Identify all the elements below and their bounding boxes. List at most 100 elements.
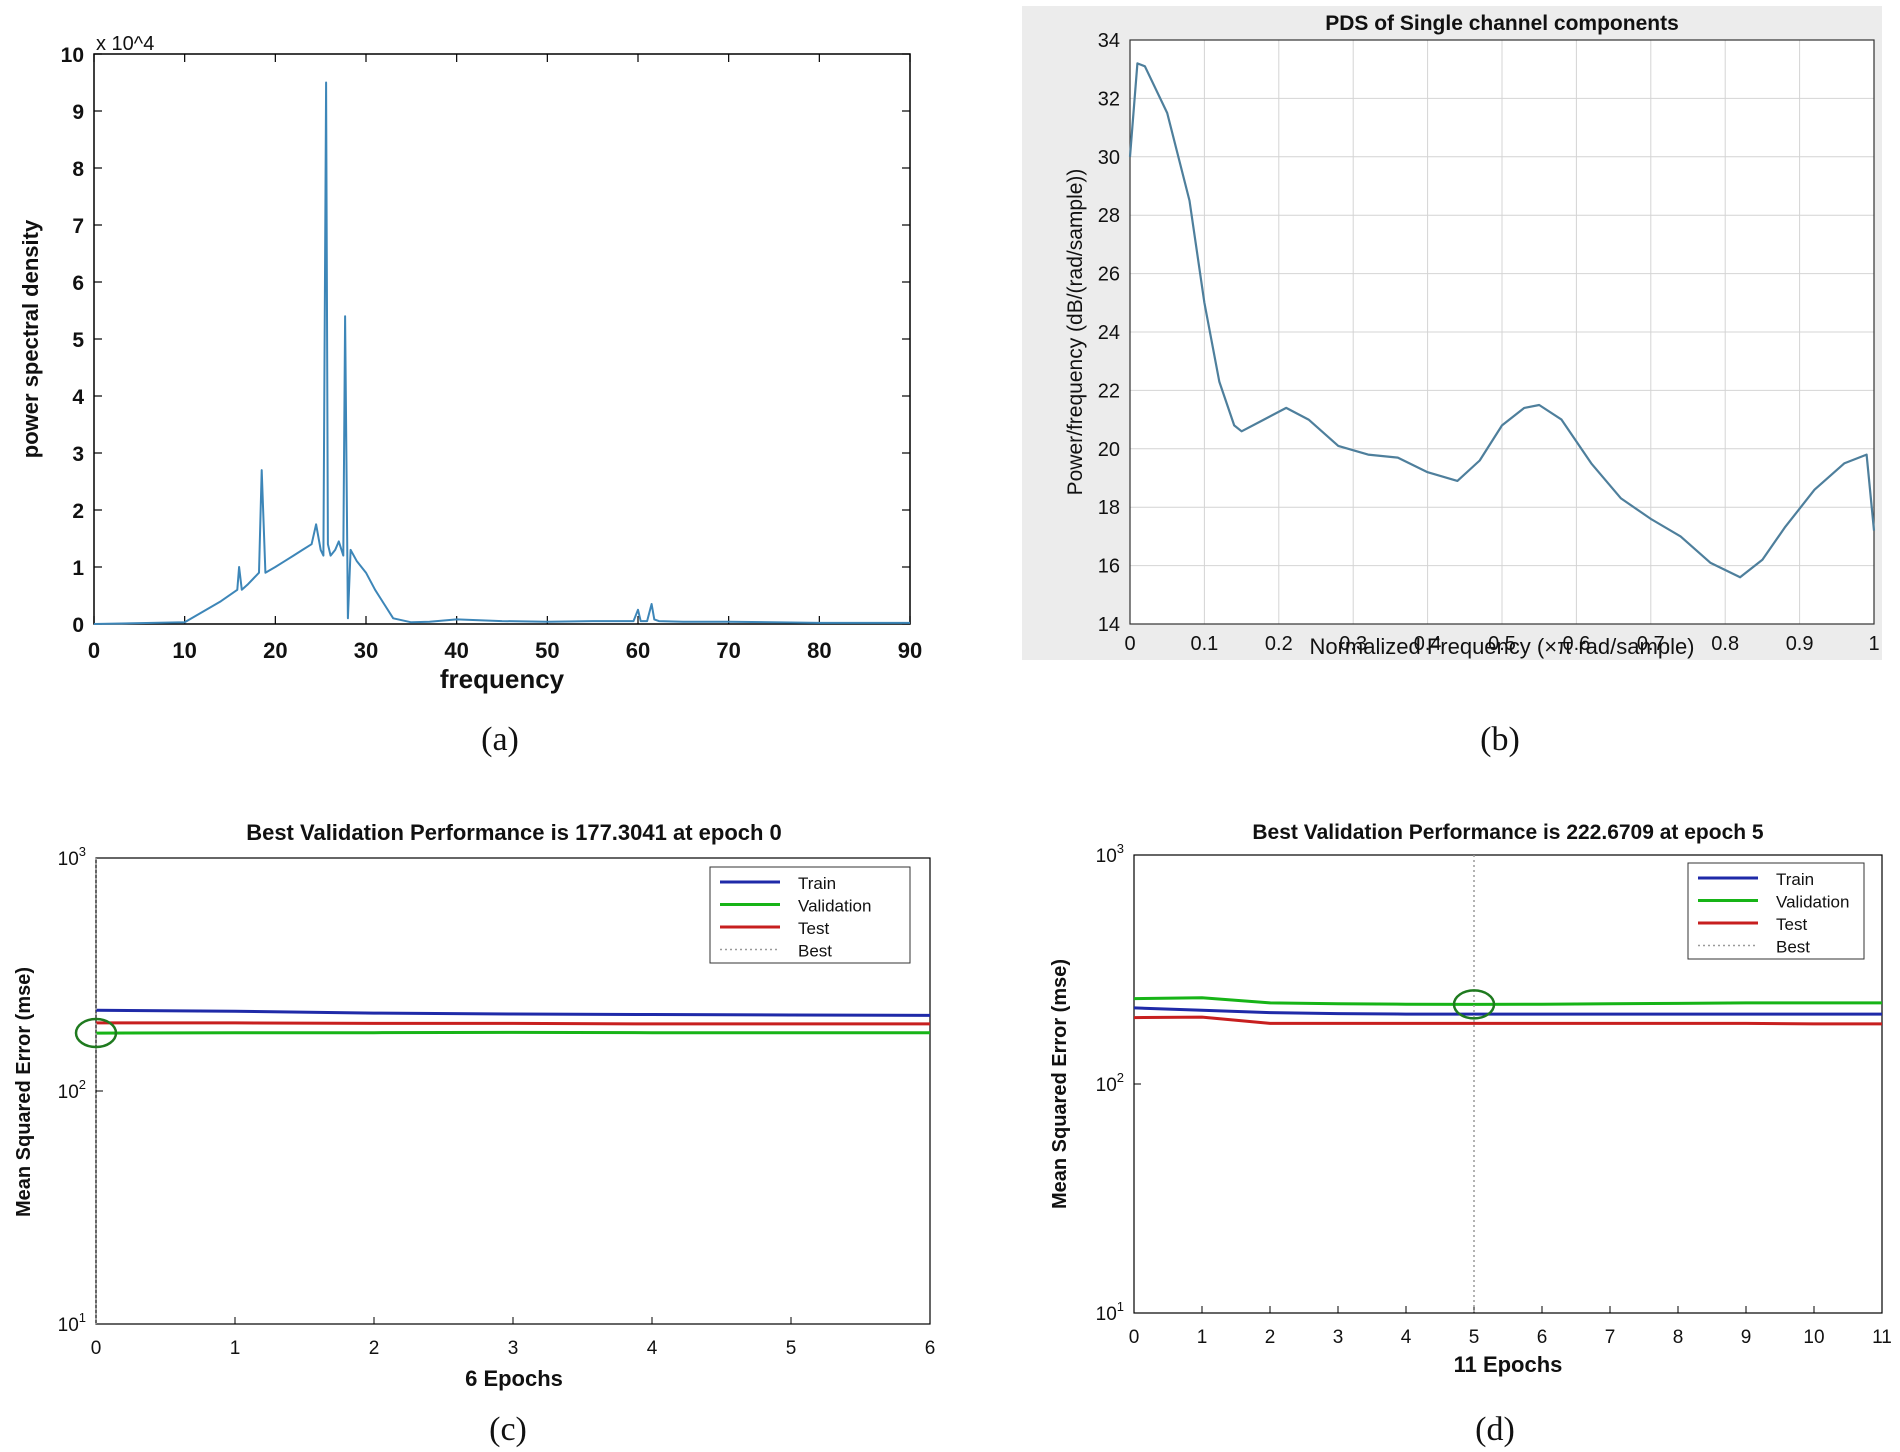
x-tick-label: 30 [354,638,378,663]
legend: Train Validation Test Best [1687,862,1865,960]
caption-d: (d) [1475,1411,1515,1448]
y-tick-label: 101 [1096,1299,1124,1325]
y-tick-label: 1 [72,557,84,580]
x-tick-label: 20 [263,638,287,663]
x-tick-label: 0 [91,1338,102,1359]
y-axis-label: Mean Squared Error (mse) [13,967,35,1217]
x-tick-label: 0 [1124,633,1135,655]
pds-line [1128,62,1876,579]
y-axis-label: Mean Squared Error (mse) [1049,959,1071,1209]
x-tick-label: 6 [925,1338,936,1359]
legend: Train Validation Test Best [709,866,911,964]
x-tick-label: 60 [626,638,650,663]
y-tick-label: 14 [1098,614,1120,636]
x-tick-label: 3 [508,1338,519,1359]
train-line [95,1008,931,1017]
x-tick-label: 2 [1265,1327,1276,1348]
x-tick-label: 0 [1129,1327,1140,1348]
x-tick-label: 4 [1401,1327,1412,1348]
x-axis-label: frequency [440,664,565,694]
x-tick-label: 0.5 [1488,633,1516,655]
chart-title: Best Validation Performance is 222.6709 … [1252,821,1764,844]
test-line [1133,1015,1882,1026]
legend-train-label: Train [798,874,836,893]
y-tick-label: 101 [58,1310,86,1336]
y-tick-label: 10 [61,44,84,67]
legend-train-label: Train [1776,870,1814,889]
panel-b-pds-chart: 0 0.1 0.2 0.3 0.4 0.5 0.6 0.7 0.8 0.9 1 14 16 18 20 22 2… [1022,6,1882,660]
caption-b: (b) [1480,721,1520,758]
x-tick-label: 9 [1741,1327,1752,1348]
x-tick-label: 0.3 [1339,633,1367,655]
y-tick-label: 16 [1098,556,1120,578]
x-tick-label: 7 [1605,1327,1616,1348]
x-tick-label: 0.7 [1637,633,1665,655]
y-tick-label: 30 [1098,147,1120,169]
y-tick-label: 3 [72,443,84,466]
y-axis-label: Power/frequency (dB/(rad/sample)) [1064,169,1087,496]
legend-best-label: Best [1776,938,1810,957]
y-tick-label: 2 [72,500,84,523]
x-tick-label: 10 [1803,1327,1824,1348]
y-tick-label: 103 [58,844,86,870]
y-tick-label: 9 [72,101,84,124]
y-tick-label: 4 [72,386,84,409]
y-tick-label: 5 [72,329,84,352]
x-tick-label: 4 [647,1338,658,1359]
legend-validation-label: Validation [1776,893,1849,912]
test-line [96,1021,930,1026]
y-tick-label: 102 [58,1077,86,1103]
x-tick-label: 40 [444,638,468,663]
x-tick-label: 50 [535,638,559,663]
y-axis-label: power spectral density [18,219,43,458]
x-tick-label: 0.4 [1414,633,1442,655]
panel-a-psd-chart: 0 10 20 30 40 50 60 70 80 90 0 1 2 3 4 5 6 7 8 9 10 x 10^4 f… [18,33,922,694]
panel-d-performance-chart: 0 1 2 3 4 5 6 7 8 9 10 11 101 102 103 Best Validation … [1049,821,1892,1377]
y-tick-label: 22 [1098,380,1120,402]
x-axis-label: Normalized Frequency (×π rad/sample) [1309,634,1694,659]
y-tick-label: 32 [1098,88,1120,110]
y-scale-label: x 10^4 [96,33,154,55]
legend-best-label: Best [798,942,832,961]
x-tick-label: 8 [1673,1327,1684,1348]
x-tick-label: 11 [1872,1327,1892,1348]
x-tick-label: 0.6 [1562,633,1590,655]
train-line [1133,1006,1882,1016]
caption-a: (a) [481,721,519,758]
validation-line [1133,996,1882,1006]
legend-box [709,866,911,964]
caption-c: (c) [489,1411,527,1448]
x-tick-label: 2 [369,1338,380,1359]
x-tick-label: 0.1 [1190,633,1218,655]
y-tick-label: 24 [1098,322,1120,344]
y-tick-label: 28 [1098,205,1120,227]
legend-test-label: Test [1776,915,1807,934]
x-tick-label: 1 [1868,633,1879,655]
x-tick-label: 70 [716,638,740,663]
x-axis-label: 6 Epochs [465,1366,563,1391]
x-tick-label: 0 [88,638,100,663]
chart-title: Best Validation Performance is 177.3041 … [246,820,782,845]
x-tick-label: 1 [1197,1327,1208,1348]
y-tick-label: 26 [1098,264,1120,286]
panel-c-performance-chart: 0 1 2 3 4 5 6 101 102 103 Best Validation Perform… [13,820,935,1391]
y-tick-label: 0 [72,614,84,637]
x-tick-label: 0.9 [1786,633,1814,655]
x-tick-label: 6 [1537,1327,1548,1348]
y-tick-label: 7 [72,215,84,238]
x-tick-label: 10 [172,638,196,663]
best-point-marker [74,1017,118,1049]
legend-test-label: Test [798,919,829,938]
y-tick-label: 102 [1096,1070,1124,1096]
x-tick-label: 80 [807,638,831,663]
validation-line [95,1030,930,1035]
x-tick-label: 0.8 [1711,633,1739,655]
best-point-marker [1452,989,1496,1020]
x-tick-label: 5 [1469,1327,1480,1348]
y-tick-label: 6 [72,272,84,295]
y-tick-label: 20 [1098,439,1120,461]
chart-title: PDS of Single channel components [1325,12,1679,35]
y-tick-label: 103 [1096,841,1124,867]
legend-validation-label: Validation [798,897,871,916]
